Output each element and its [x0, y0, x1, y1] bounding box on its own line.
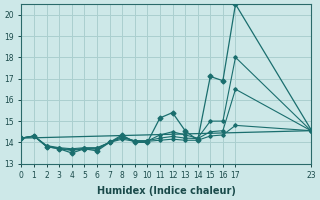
X-axis label: Humidex (Indice chaleur): Humidex (Indice chaleur) — [97, 186, 236, 196]
